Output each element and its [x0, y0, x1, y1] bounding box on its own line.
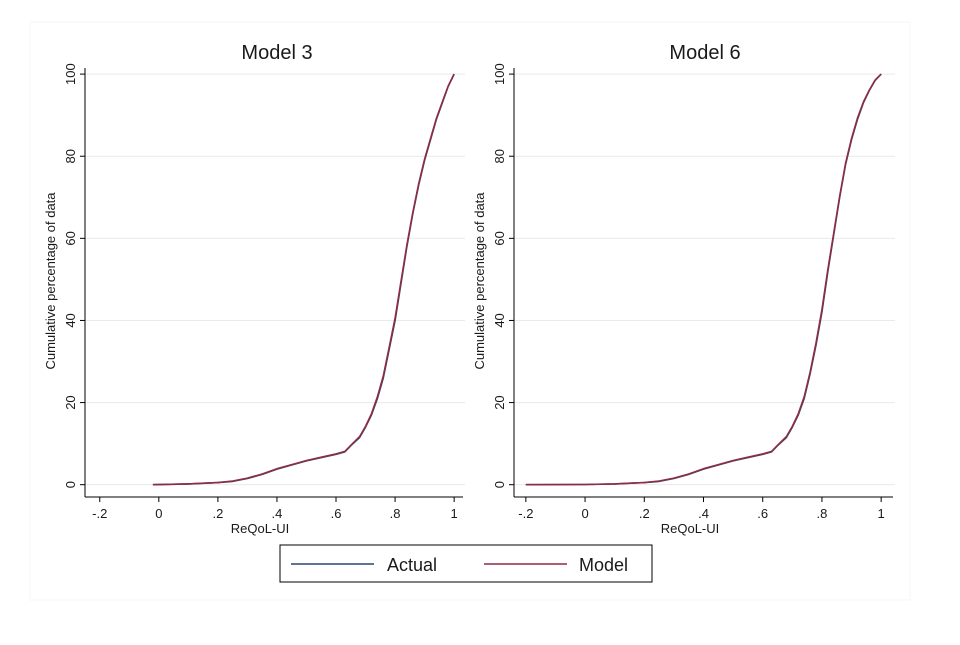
x-tick-label: 1 — [878, 506, 885, 521]
y-tick-label: 80 — [63, 149, 78, 163]
x-axis-title: ReQoL-UI — [661, 521, 720, 536]
y-axis-title: Cumulative percentage of data — [472, 192, 487, 370]
series-line-model — [525, 73, 882, 486]
y-tick-label: 80 — [492, 149, 507, 163]
x-tick-label: 0 — [155, 506, 162, 521]
x-tick-label: .6 — [331, 506, 342, 521]
x-tick-label: .6 — [757, 506, 768, 521]
series-lines — [152, 73, 455, 486]
x-tick-label: -.2 — [92, 506, 107, 521]
axes: 0 20 40 60 80 100 -.2 0 .2 .4 .6 .8 1 — [63, 63, 463, 521]
x-axis-title: ReQoL-UI — [231, 521, 290, 536]
panel-model-3: Model 3 ReQoL-UI Cumulative percentage o… — [43, 42, 465, 536]
axes: 0 20 40 60 80 100 -.2 0 .2 .4 .6 .8 1 — [492, 63, 893, 521]
panel-model-6: Model 6 ReQoL-UI Cumulative percentage o… — [472, 42, 895, 536]
gridlines — [85, 73, 465, 486]
y-tick-label: 60 — [492, 231, 507, 245]
x-tick-label: .2 — [639, 506, 650, 521]
panel-title: Model 3 — [241, 42, 312, 64]
y-tick-label: 0 — [492, 481, 507, 488]
legend-label-actual: Actual — [387, 555, 437, 575]
series-lines — [525, 73, 882, 486]
y-tick-label: 100 — [492, 63, 507, 85]
gridlines — [514, 73, 895, 486]
x-tick-label: .8 — [390, 506, 401, 521]
series-line-model — [152, 73, 455, 486]
panel-title: Model 6 — [669, 42, 740, 64]
x-tick-label: .2 — [212, 506, 223, 521]
x-tick-label: -.2 — [518, 506, 533, 521]
y-tick-label: 0 — [63, 481, 78, 488]
x-tick-label: .8 — [817, 506, 828, 521]
legend: Actual Model — [279, 544, 653, 583]
y-tick-label: 40 — [492, 313, 507, 327]
x-tick-label: .4 — [272, 506, 283, 521]
y-tick-label: 100 — [63, 63, 78, 85]
y-tick-label: 20 — [63, 395, 78, 409]
x-tick-label: 1 — [451, 506, 458, 521]
x-tick-label: 0 — [581, 506, 588, 521]
figure-background — [29, 21, 911, 601]
y-tick-label: 20 — [492, 395, 507, 409]
x-tick-label: .4 — [698, 506, 709, 521]
y-axis-title: Cumulative percentage of data — [43, 192, 58, 370]
y-tick-label: 40 — [63, 313, 78, 327]
y-tick-label: 60 — [63, 231, 78, 245]
legend-label-model: Model — [579, 555, 628, 575]
